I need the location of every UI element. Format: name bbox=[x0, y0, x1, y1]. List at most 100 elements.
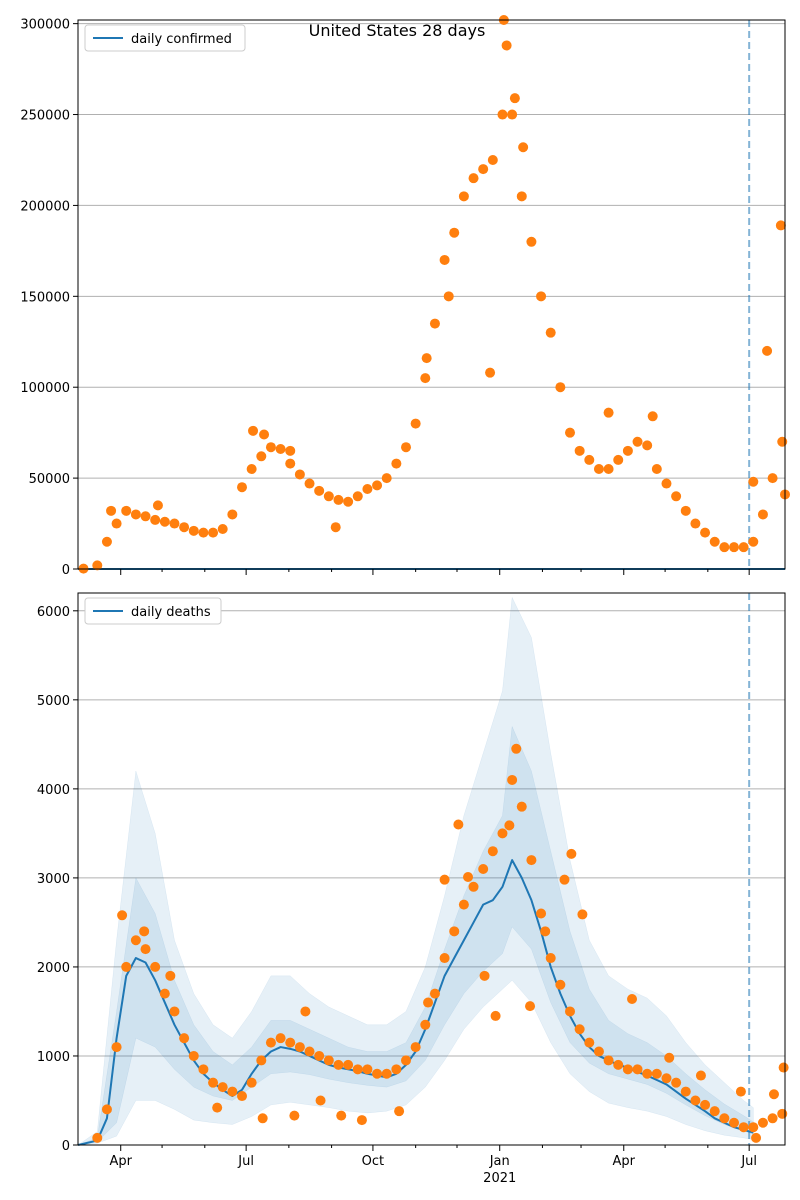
confirmed-point bbox=[159, 516, 170, 527]
confirmed-point bbox=[265, 442, 276, 453]
deaths-point bbox=[198, 1064, 209, 1075]
deaths-point bbox=[690, 1095, 701, 1106]
confirmed-y-tick-label: 50000 bbox=[29, 472, 70, 487]
confirmed-point bbox=[574, 445, 585, 456]
deaths-point bbox=[92, 1132, 103, 1143]
confirmed-point bbox=[509, 93, 520, 104]
confirmed-point bbox=[130, 509, 141, 520]
deaths-point bbox=[709, 1106, 720, 1117]
deaths-point bbox=[352, 1064, 363, 1075]
deaths-point bbox=[566, 848, 577, 859]
deaths-point bbox=[101, 1104, 112, 1115]
confirmed-point bbox=[449, 227, 460, 238]
confirmed-point bbox=[304, 478, 315, 489]
deaths-y-tick-label: 1000 bbox=[37, 1050, 70, 1065]
confirmed-point bbox=[647, 411, 658, 422]
confirmed-legend-label: daily confirmed bbox=[131, 32, 232, 47]
deaths-point bbox=[453, 819, 464, 830]
confirmed-point bbox=[584, 454, 595, 465]
deaths-point bbox=[179, 1033, 190, 1044]
deaths-point bbox=[429, 988, 440, 999]
deaths-point bbox=[343, 1059, 354, 1070]
deaths-point bbox=[478, 864, 489, 874]
deaths-y-tick-label: 0 bbox=[62, 1139, 70, 1154]
chart-title: United States 28 days bbox=[309, 21, 486, 40]
deaths-point bbox=[487, 846, 498, 857]
deaths-point bbox=[117, 910, 128, 921]
deaths-point bbox=[516, 801, 527, 812]
deaths-point bbox=[504, 820, 515, 831]
deaths-point bbox=[767, 1113, 778, 1124]
deaths-point bbox=[613, 1059, 624, 1070]
confirmed-point bbox=[333, 494, 344, 505]
x-tick-year-label: 2021 bbox=[483, 1171, 516, 1186]
deaths-point bbox=[664, 1052, 675, 1063]
deaths-point bbox=[439, 953, 450, 964]
confirmed-point bbox=[111, 518, 122, 529]
confirmed-point bbox=[762, 345, 773, 356]
confirmed-point bbox=[709, 536, 720, 547]
confirmed-point bbox=[603, 407, 614, 418]
confirmed-point bbox=[518, 142, 529, 153]
x-tick-label: Apr bbox=[613, 1154, 636, 1169]
deaths-points bbox=[92, 743, 789, 1143]
confirmed-point bbox=[248, 425, 259, 436]
confirmed-panel: 0 50000 100000 150000 200000 250000 300000 dai… bbox=[20, 15, 790, 578]
confirmed-point bbox=[777, 436, 788, 447]
confirmed-point bbox=[106, 505, 117, 516]
confirmed-point bbox=[381, 473, 392, 484]
deaths-point bbox=[671, 1077, 682, 1088]
confirmed-point bbox=[420, 373, 431, 384]
confirmed-point bbox=[401, 442, 412, 453]
deaths-point bbox=[632, 1064, 643, 1075]
confirmed-point bbox=[593, 464, 604, 475]
confirmed-point bbox=[526, 236, 537, 247]
deaths-point bbox=[423, 997, 434, 1008]
deaths-point bbox=[314, 1050, 325, 1061]
confirmed-point bbox=[565, 427, 576, 438]
deaths-point bbox=[651, 1068, 662, 1079]
deaths-y-axis: 0 1000 2000 3000 4000 5000 6000 bbox=[37, 605, 78, 1154]
deaths-point bbox=[165, 970, 176, 981]
confirmed-point bbox=[150, 514, 161, 525]
confirmed-point bbox=[121, 505, 132, 516]
deaths-point bbox=[559, 874, 570, 885]
deaths-plot-frame bbox=[77, 592, 786, 1146]
deaths-point bbox=[227, 1086, 238, 1097]
confirmed-point bbox=[671, 491, 682, 502]
deaths-point bbox=[237, 1091, 248, 1102]
confirmed-point bbox=[179, 522, 190, 533]
deaths-point bbox=[188, 1050, 199, 1061]
confirmed-point bbox=[690, 518, 701, 529]
x-tick-label: Apr bbox=[109, 1154, 132, 1169]
deaths-point bbox=[140, 944, 151, 955]
confirmed-point bbox=[680, 505, 691, 516]
confirmed-point bbox=[767, 473, 778, 484]
confirmed-point bbox=[661, 478, 672, 489]
deaths-point bbox=[479, 970, 490, 981]
deaths-point bbox=[777, 1108, 788, 1119]
x-tick-label: Jan bbox=[489, 1154, 510, 1169]
confirmed-point bbox=[352, 491, 363, 502]
deaths-point bbox=[695, 1070, 706, 1081]
deaths-point bbox=[603, 1055, 614, 1066]
deaths-point bbox=[257, 1113, 268, 1124]
confirmed-point bbox=[410, 418, 421, 429]
deaths-point bbox=[526, 855, 537, 866]
deaths-point bbox=[778, 1062, 789, 1073]
deaths-point bbox=[323, 1055, 334, 1066]
deaths-point bbox=[169, 1006, 180, 1017]
deaths-point bbox=[150, 961, 161, 972]
confirmed-point bbox=[140, 511, 151, 522]
confirmed-point bbox=[285, 458, 296, 469]
deaths-point bbox=[577, 909, 588, 920]
deaths-point bbox=[458, 899, 469, 910]
deaths-point bbox=[540, 926, 551, 937]
confirmed-y-tick-label: 300000 bbox=[20, 18, 70, 33]
confirmed-point bbox=[208, 527, 219, 538]
deaths-point bbox=[584, 1037, 595, 1048]
deaths-point bbox=[719, 1113, 730, 1124]
deaths-point bbox=[208, 1077, 219, 1088]
deaths-point bbox=[121, 961, 132, 972]
